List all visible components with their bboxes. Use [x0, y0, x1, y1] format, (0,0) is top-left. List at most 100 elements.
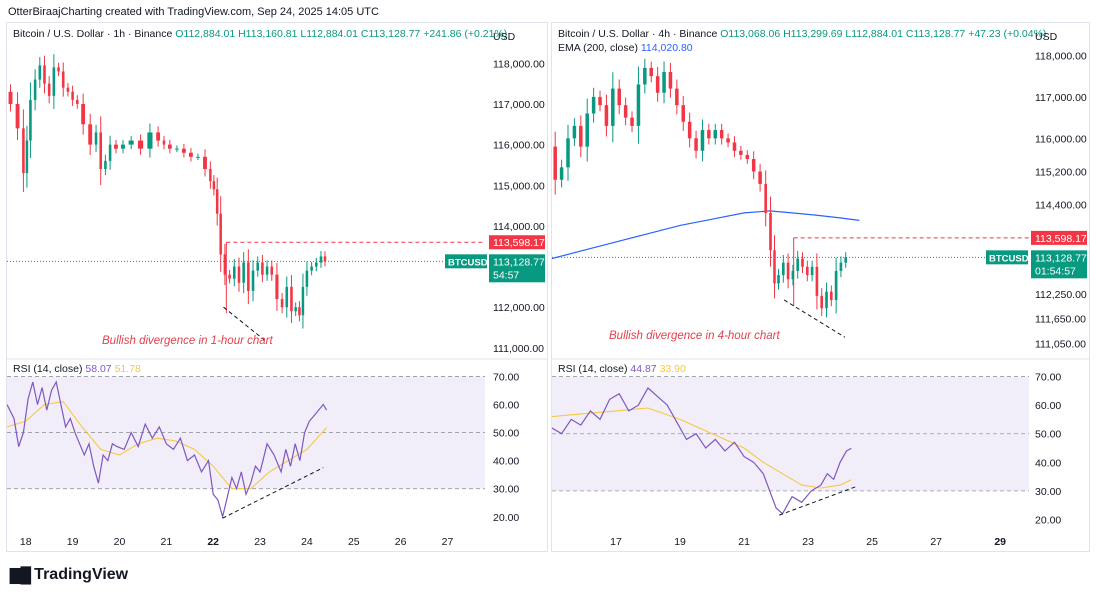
candle-body — [25, 140, 29, 174]
rsi-ma-line — [552, 407, 852, 489]
candle-body — [579, 125, 583, 147]
ohlc-low: L112,884.01 — [845, 28, 906, 40]
chart-title-text: Bitcoin / U.S. Dollar · 1h · Binance — [13, 28, 175, 40]
candle-body — [298, 307, 301, 316]
x-tick-label: 20 — [114, 536, 126, 548]
candle-body — [655, 76, 660, 93]
rsi-legend-name: RSI (14, close) — [13, 363, 85, 375]
candle-body — [29, 99, 32, 141]
x-tick-label: 24 — [301, 536, 313, 548]
candle-body — [764, 183, 768, 213]
rsi-tick-label: 60.00 — [493, 399, 519, 411]
last-price-tag — [1031, 250, 1087, 279]
candle-body — [33, 79, 37, 100]
candle-body — [553, 146, 557, 180]
rsi-tick-label: 20.00 — [1035, 514, 1061, 526]
rsi-tick-label: 40.00 — [493, 456, 519, 468]
rsi-tick-label: 70.00 — [1035, 372, 1061, 384]
candle-body — [167, 144, 172, 149]
candle-body — [315, 262, 318, 267]
candle-body — [137, 140, 144, 149]
candle-body — [791, 270, 795, 280]
last-price-tag — [489, 254, 545, 283]
candle-body — [256, 262, 260, 271]
candle-body — [114, 144, 118, 149]
chart-svg-4h[interactable]: Bitcoin / U.S. Dollar · 4h · Binance O11… — [552, 23, 1089, 551]
candle-body — [839, 262, 843, 271]
candle-body — [104, 160, 107, 169]
candle-body — [781, 262, 785, 276]
candle-body — [559, 167, 564, 180]
price-tick-label: 114,400.00 — [1035, 200, 1087, 212]
ohlc-close: C113,128.77 — [906, 28, 968, 40]
candle-body — [88, 124, 93, 145]
candle-body — [694, 138, 698, 151]
resistance-price-label: 113,598.17 — [493, 237, 545, 249]
countdown-label: 54:57 — [493, 269, 519, 281]
candle-body — [280, 299, 284, 308]
support-trend-line — [783, 299, 846, 338]
price-tick-label: 116,000.00 — [493, 140, 545, 152]
candle-body — [215, 189, 219, 214]
candle-body — [643, 67, 647, 85]
candle-body — [305, 270, 309, 287]
candle-body — [52, 67, 56, 96]
candle-body — [713, 130, 718, 139]
resistance-price-tag — [1031, 230, 1087, 245]
x-tick-label: 19 — [674, 536, 686, 548]
x-tick-label: 27 — [442, 536, 454, 548]
price-tick-label: 112,000.00 — [493, 302, 545, 314]
tradingview-logo: ▇█ TradingView — [10, 566, 128, 584]
candle-body — [810, 266, 814, 276]
price-tick-label: 114,000.00 — [493, 221, 545, 233]
rsi-line — [7, 380, 328, 520]
candle-body — [769, 212, 772, 251]
rsi-legend: RSI (14, close) 44.87 33.90 — [558, 363, 686, 375]
rsi-tick-label: 40.00 — [1035, 457, 1061, 469]
x-tick-label: 18 — [20, 536, 32, 548]
candle-body — [76, 99, 79, 104]
x-tick-label: 19 — [67, 536, 79, 548]
candle-body — [617, 88, 621, 106]
chart-panel-4h[interactable]: Bitcoin / U.S. Dollar · 4h · Binance O11… — [551, 22, 1090, 552]
ohlc-change: +47.23 (+0.04%) — [968, 28, 1046, 40]
rsi-legend: RSI (14, close) 58.07 51.78 — [13, 363, 141, 375]
candle-body — [232, 266, 236, 279]
candle-body — [844, 257, 848, 263]
ohlc-high: H113,299.69 — [783, 28, 845, 40]
candle-body — [71, 91, 74, 100]
symbol-tag-label: BTCUSD — [989, 253, 1029, 264]
ohlc-open: O112,884.01 — [175, 28, 238, 40]
chart-panel-1h[interactable]: Bitcoin / U.S. Dollar · 1h · Binance O11… — [6, 22, 548, 552]
candle-body — [247, 262, 250, 291]
candle-body — [732, 142, 737, 151]
x-tick-label: 23 — [254, 536, 266, 548]
candle-body — [739, 150, 743, 155]
ema-legend-value: 114,020.80 — [641, 42, 693, 54]
x-tick-label: 21 — [160, 536, 172, 548]
candle-body — [751, 159, 756, 172]
rsi-tick-label: 30.00 — [1035, 486, 1061, 498]
candle-body — [773, 250, 776, 284]
candle-body — [834, 270, 838, 300]
rsi-legend-value: 58.07 — [85, 363, 114, 375]
candle-body — [294, 307, 297, 312]
chart-svg-1h[interactable]: Bitcoin / U.S. Dollar · 1h · Binance O11… — [7, 23, 547, 551]
ema-line — [552, 210, 860, 260]
candle-body — [212, 181, 216, 190]
x-tick-label: 25 — [866, 536, 878, 548]
resistance-price-label: 113,598.17 — [1035, 233, 1087, 245]
x-tick-label: 26 — [395, 536, 407, 548]
candle-body — [285, 286, 289, 308]
candle-body — [128, 140, 134, 145]
rsi-legend-name: RSI (14, close) — [558, 363, 630, 375]
candle-body — [251, 270, 255, 291]
candle-body — [572, 125, 577, 139]
candle-body — [719, 130, 724, 139]
candle-body — [681, 105, 686, 122]
price-tick-label: 111,000.00 — [493, 343, 544, 355]
candle-body — [196, 156, 200, 158]
price-tick-label: 116,000.00 — [1035, 133, 1087, 145]
candle-body — [8, 91, 13, 104]
candle-body — [319, 256, 323, 263]
